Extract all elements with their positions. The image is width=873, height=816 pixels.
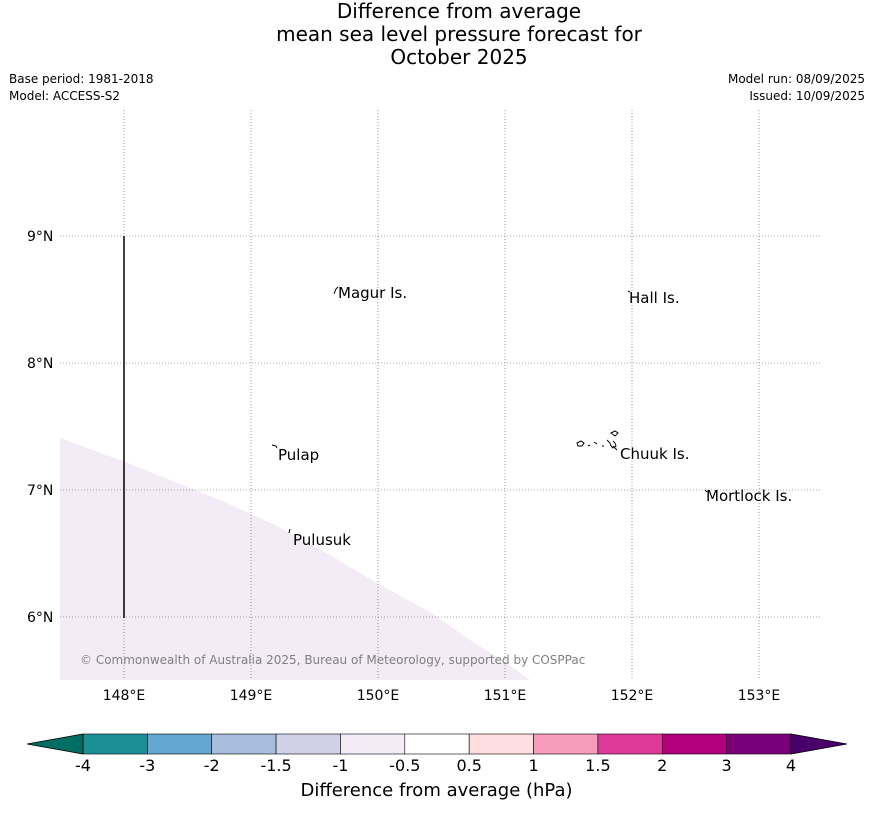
- base-period: Base period: 1981-2018: [9, 72, 154, 86]
- title-line-1: Difference from average: [336, 0, 582, 23]
- place-label-mortlock: Mortlock Is.: [706, 487, 792, 505]
- anomaly-shaded-area: [60, 438, 530, 680]
- place-label-magur: Magur Is.: [338, 284, 407, 302]
- colorbar-tick-label: -3: [139, 756, 155, 775]
- chuuk-island-shape: [576, 430, 619, 451]
- title-line-2: mean sea level pressure forecast for: [276, 22, 642, 46]
- pulusuk-island-shape: [288, 528, 291, 534]
- place-label-chuuk: Chuuk Is.: [620, 445, 689, 463]
- colorbar-tick-label: 1: [528, 756, 538, 775]
- lat-label-7n: 7°N: [27, 483, 53, 499]
- colorbar-swatch: [82, 733, 148, 755]
- colorbar-swatch: [597, 733, 663, 755]
- hall-island-shape: [627, 290, 631, 293]
- colorbar-tick-label: 4: [786, 756, 796, 775]
- lon-label-150e: 150°E: [357, 688, 400, 700]
- map-panel: Magur Is. Hall Is. Pulap Chuuk Is. Mortl…: [27, 110, 822, 700]
- place-label-pulap: Pulap: [278, 446, 319, 464]
- colorbar-swatches: [82, 733, 792, 755]
- colorbar-swatch: [404, 733, 470, 755]
- pulap-island-shape: [271, 444, 278, 449]
- colorbar-tick-label: -1: [332, 756, 348, 775]
- magur-island-shape: [333, 286, 339, 295]
- title-line-3: October 2025: [390, 45, 528, 69]
- colorbar-tick-label: 1.5: [585, 756, 610, 775]
- chart-title: Difference from average mean sea level p…: [0, 0, 873, 69]
- lat-tick-labels: 9°N 8°N 7°N 6°N: [27, 229, 53, 626]
- model-name: Model: ACCESS-S2: [9, 89, 121, 103]
- place-label-pulusuk: Pulusuk: [293, 531, 351, 549]
- lat-label-6n: 6°N: [27, 610, 53, 626]
- colorbar-tick-label: 2: [657, 756, 667, 775]
- issued-date: Issued: 10/09/2025: [749, 89, 865, 103]
- lon-tick-labels: 148°E 149°E 150°E 151°E 152°E 153°E: [103, 688, 781, 700]
- model-run: Model run: 08/09/2025: [727, 72, 865, 86]
- colorbar-tick-label: -4: [75, 756, 91, 775]
- colorbar-tick-label: -1.5: [260, 756, 291, 775]
- colorbar-tick-label: 0.5: [456, 756, 481, 775]
- colorbar-swatch: [468, 733, 534, 755]
- colorbar-high-extend: [790, 733, 848, 755]
- colorbar-tick-label: -0.5: [389, 756, 420, 775]
- place-labels: Magur Is. Hall Is. Pulap Chuuk Is. Mortl…: [278, 284, 792, 549]
- copyright-notice: © Commonwealth of Australia 2025, Bureau…: [80, 653, 586, 667]
- colorbar-swatch: [340, 733, 406, 755]
- colorbar-swatch: [147, 733, 213, 755]
- lat-label-8n: 8°N: [27, 356, 53, 372]
- place-label-hall: Hall Is.: [629, 289, 680, 307]
- lat-label-9n: 9°N: [27, 229, 53, 245]
- islands: [271, 286, 708, 534]
- meta-right: Model run: 08/09/2025 Issued: 10/09/2025: [728, 71, 865, 105]
- lon-label-149e: 149°E: [230, 688, 273, 700]
- colorbar-swatch: [275, 733, 341, 755]
- colorbar-swatch: [661, 733, 727, 755]
- colorbar-swatch: [533, 733, 599, 755]
- colorbar-swatch: [211, 733, 277, 755]
- colorbar-low-extend: [26, 733, 84, 755]
- colorbar-tick-label: -2: [204, 756, 220, 775]
- lon-label-151e: 151°E: [484, 688, 527, 700]
- colorbar-tick-label: 3: [722, 756, 732, 775]
- lon-label-152e: 152°E: [611, 688, 654, 700]
- mortlock-island-shape: [704, 489, 708, 493]
- meta-left: Base period: 1981-2018 Model: ACCESS-S2: [9, 71, 154, 105]
- colorbar-title: Difference from average (hPa): [300, 780, 573, 801]
- colorbar-tick-labels: -4 -3 -2 -1.5 -1 -0.5 0.5 1 1.5 2 3 4: [75, 756, 796, 775]
- lon-label-153e: 153°E: [738, 688, 781, 700]
- lon-label-148e: 148°E: [103, 688, 146, 700]
- colorbar-swatch: [726, 733, 792, 755]
